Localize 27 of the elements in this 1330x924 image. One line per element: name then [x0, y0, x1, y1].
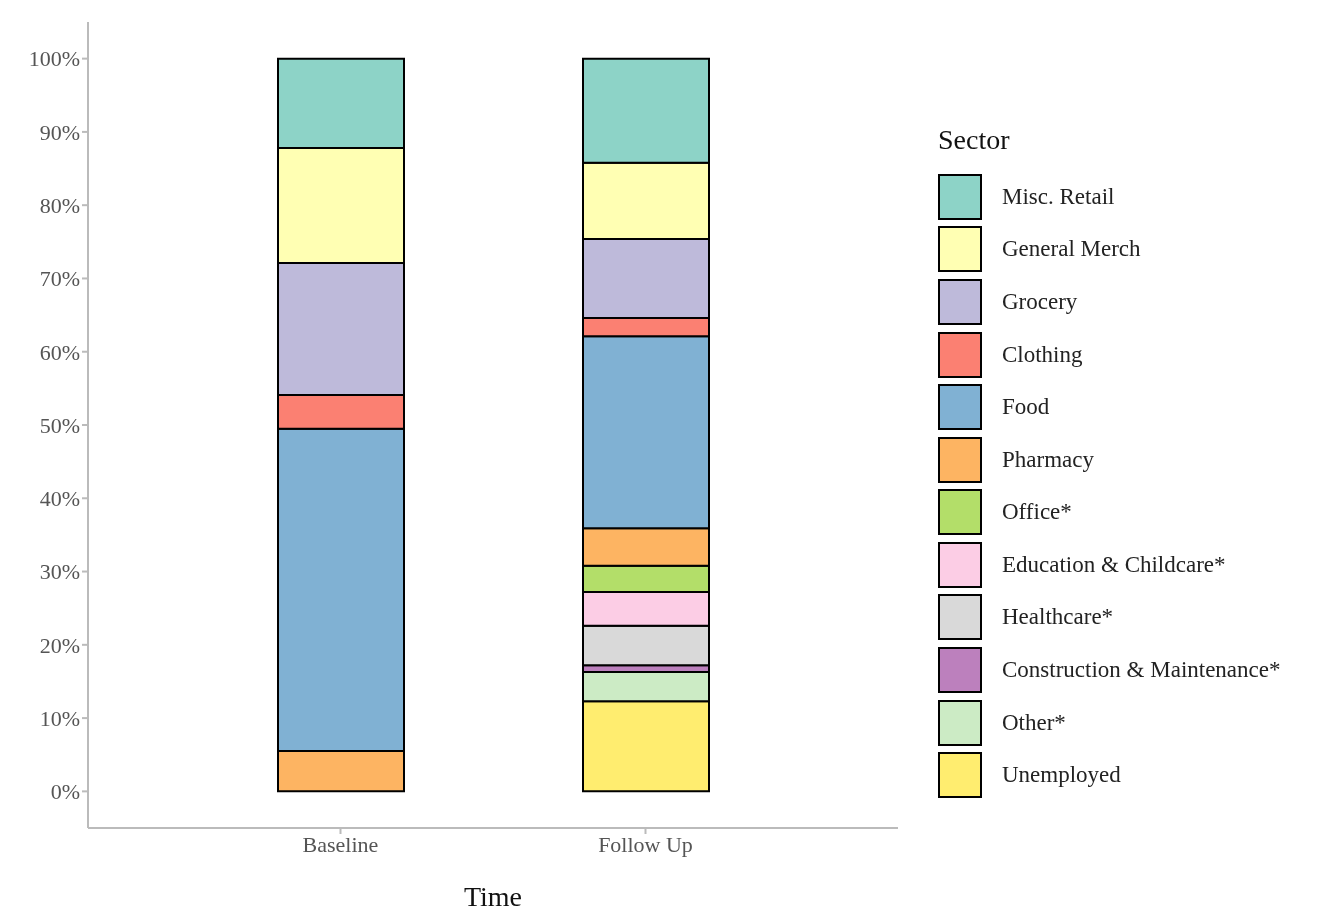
y-tick-label: 40%	[39, 486, 80, 512]
y-tick-label: 80%	[39, 192, 80, 218]
legend-label: Misc. Retail	[1002, 183, 1115, 210]
legend-label: General Merch	[1002, 236, 1141, 263]
legend-label: Pharmacy	[1002, 446, 1094, 473]
legend-label: Food	[1002, 394, 1050, 421]
y-tick-label: 60%	[39, 339, 80, 365]
legend-label: Unemployed	[1002, 762, 1121, 789]
y-tick-label: 50%	[39, 412, 80, 438]
legend-title: Sector	[938, 124, 1011, 157]
legend-label: Office*	[1002, 499, 1072, 526]
y-tick-label: 30%	[39, 559, 80, 585]
y-tick-label: 0%	[50, 779, 80, 805]
legend-label: Other*	[1002, 709, 1066, 736]
legend-label: Healthcare*	[1002, 604, 1114, 631]
y-tick-label: 70%	[39, 266, 80, 292]
x-tick-label: Baseline	[302, 831, 379, 857]
y-tick-label: 90%	[39, 119, 80, 145]
legend-label: Education & Childcare*	[1002, 551, 1226, 578]
legend-label: Construction & Maintenance*	[1002, 657, 1281, 684]
legend-label: Clothing	[1002, 341, 1083, 368]
legend-label: Grocery	[1002, 288, 1078, 315]
y-tick-label: 20%	[39, 632, 80, 658]
x-axis-title: Time	[463, 881, 523, 912]
y-tick-label: 10%	[39, 705, 80, 731]
y-tick-label: 100%	[28, 46, 80, 72]
x-tick-label: Follow Up	[598, 831, 693, 857]
